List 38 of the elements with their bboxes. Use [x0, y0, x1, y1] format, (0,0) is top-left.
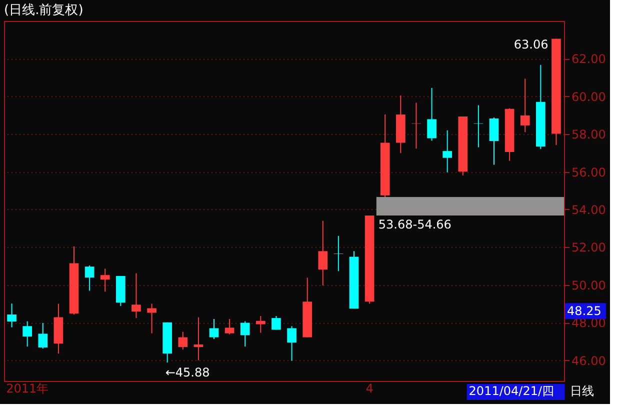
candlestick [256, 315, 266, 334]
candlestick [272, 315, 281, 330]
y-tick-label: 46.00 [572, 354, 606, 368]
candlestick [442, 130, 452, 173]
candlestick [240, 320, 250, 348]
candlestick [334, 235, 344, 272]
candlestick [84, 264, 94, 292]
candlestick [194, 316, 204, 361]
y-tick-label: 52.00 [572, 240, 606, 255]
chart-title: (日线.前复权) [4, 3, 84, 18]
annotation: 63.06 [514, 38, 548, 52]
candlestick [224, 318, 234, 335]
x-tick-label: 4 [366, 382, 374, 396]
annotation: ←45.88 [165, 366, 210, 380]
x-tick-label: 2011年 [6, 382, 49, 396]
candlestick [22, 320, 32, 348]
y-tick-label: 54.00 [572, 202, 606, 217]
candlestick [178, 331, 188, 350]
candlestick [520, 78, 530, 133]
y-tick-label: 50.00 [572, 278, 606, 292]
candlestick [318, 220, 328, 286]
candlestick [7, 303, 16, 328]
candlestick [147, 303, 156, 334]
text: 2011/04/21/四 [468, 384, 554, 398]
candlestick [132, 272, 141, 319]
text: 48.25 [567, 304, 602, 318]
candlestick [38, 322, 48, 350]
text: 日线 [570, 384, 594, 398]
candlestick [209, 318, 219, 340]
y-tick-label: 60.00 [572, 90, 606, 104]
candlestick [427, 87, 436, 142]
candlestick [100, 268, 110, 292]
y-tick-label: 58.00 [572, 128, 606, 142]
y-tick-label: 56.00 [572, 165, 606, 180]
band-label: 53.68-54.66 [378, 218, 452, 232]
candlestick [489, 117, 499, 166]
y-tick-label: 62.00 [572, 52, 606, 66]
candlestick [287, 326, 296, 362]
